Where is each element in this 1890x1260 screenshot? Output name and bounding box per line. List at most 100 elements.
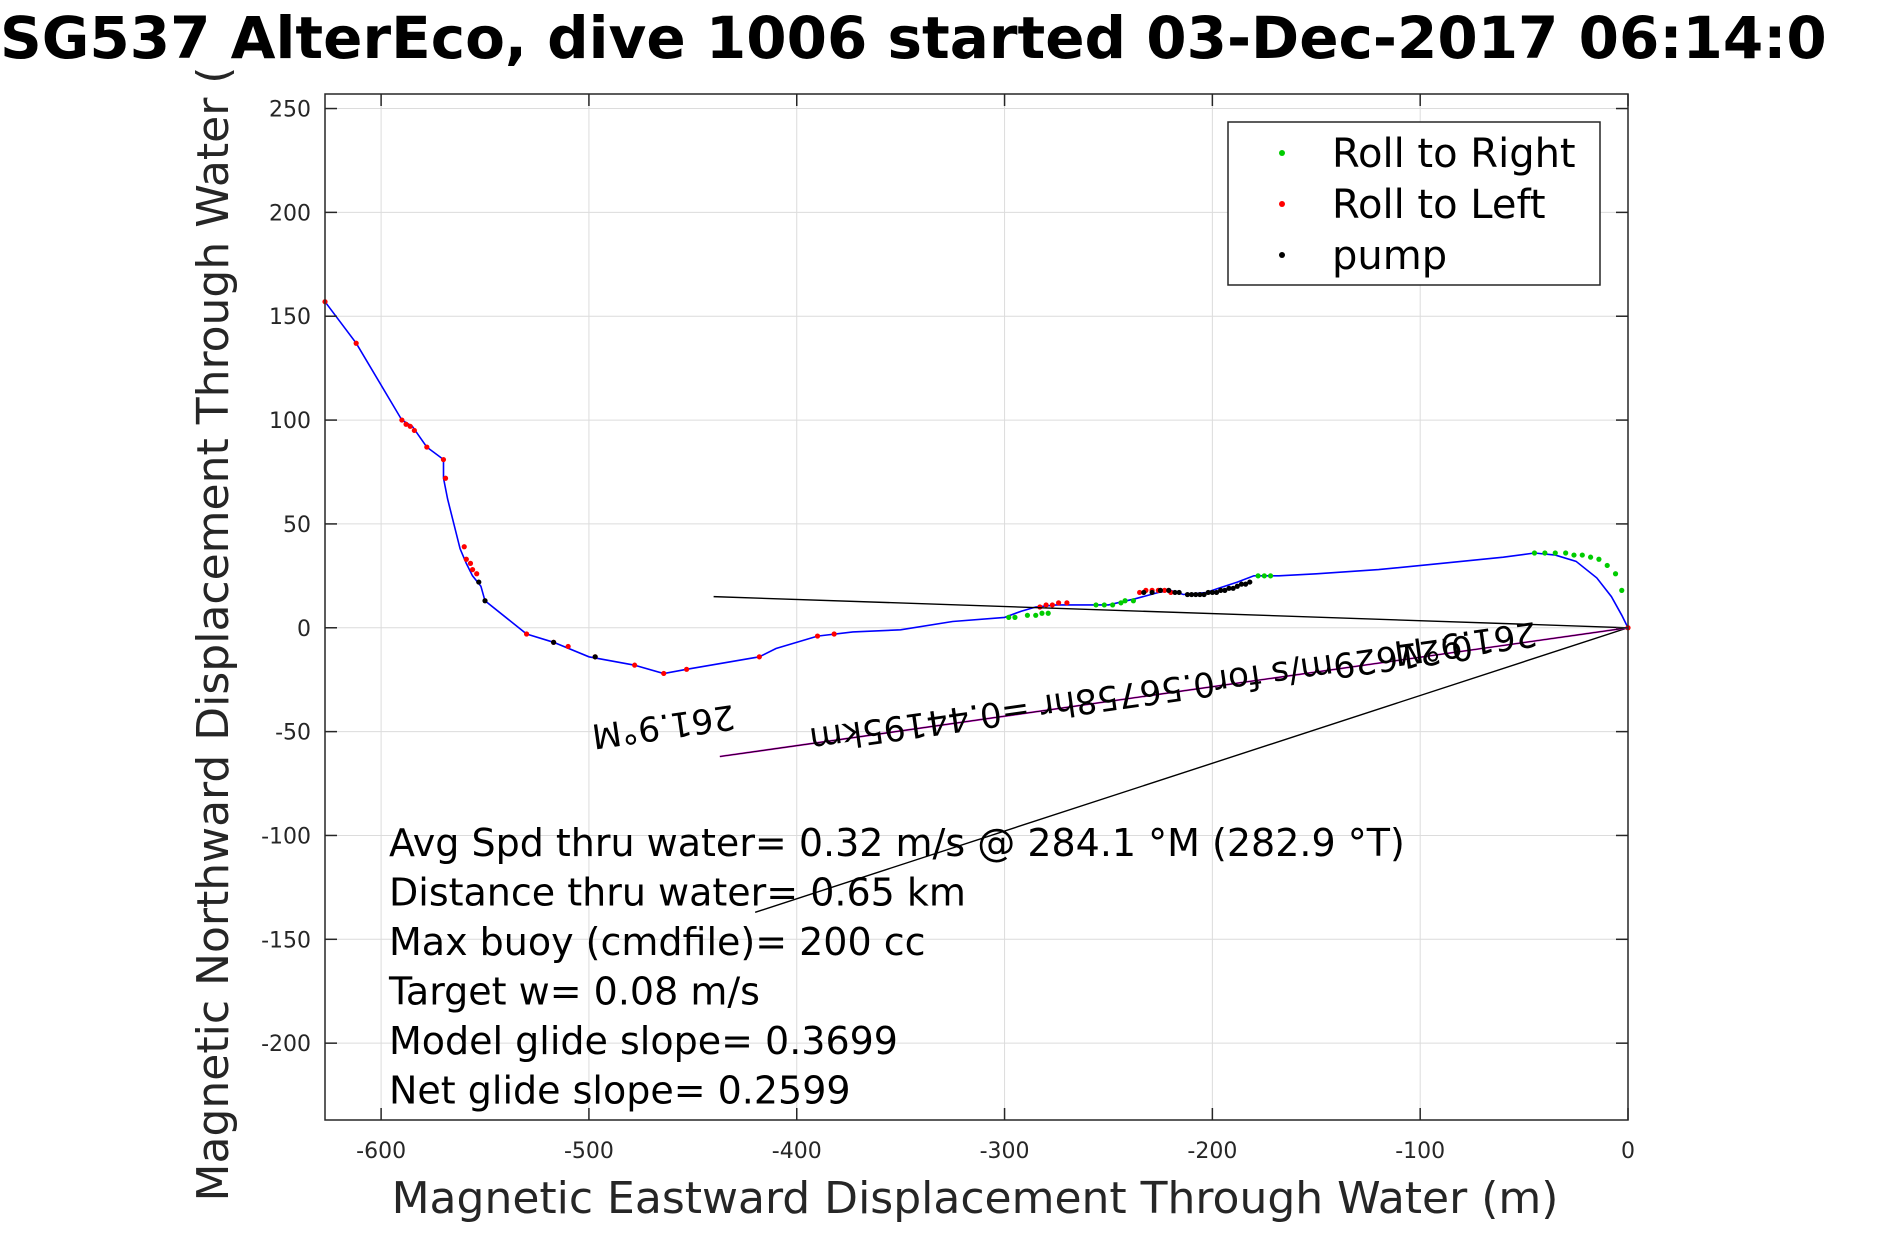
roll-right-point [1024, 612, 1031, 618]
legend-label: Roll to Right [1332, 131, 1576, 177]
pump-point [1188, 591, 1195, 598]
roll-right-point [1571, 552, 1577, 558]
roll-right-point [1130, 598, 1137, 604]
pump-point [1193, 591, 1199, 598]
roll-left-point [469, 567, 476, 573]
roll-left-point [1064, 600, 1070, 606]
roll-right-point [1045, 610, 1051, 616]
roll-right-point [1531, 550, 1538, 556]
y-tick-label: -100 [261, 824, 311, 849]
roll-right-point [1587, 554, 1594, 560]
legend-label: pump [1332, 233, 1447, 279]
roll-left-point [814, 633, 821, 639]
average-heading-line [754, 627, 1629, 913]
x-tick-label: -300 [980, 1139, 1030, 1164]
roll-right-point [1619, 587, 1625, 593]
x-axis-label: Magnetic Eastward Displacement Through W… [392, 1173, 1559, 1224]
pump-point [1166, 587, 1172, 593]
stat-line: Avg Spd thru water= 0.32 m/s @ 284.1 °M … [389, 821, 1405, 865]
roll-right-point [1261, 573, 1267, 579]
track-layer [324, 301, 1629, 675]
legend-box [1227, 121, 1601, 286]
pump-point [1205, 589, 1211, 596]
stat-line: Model glide slope= 0.3699 [389, 1019, 898, 1063]
y-tick-label: 250 [269, 98, 311, 123]
plot-frame [324, 93, 1629, 1121]
axis-ticks: -600 -500 -400 -300 -200 -100 0250200150100500… [261, 94, 1635, 1164]
roll-right-point [1604, 562, 1610, 569]
roll-left-point [442, 475, 449, 481]
roll-right-point [1012, 614, 1018, 620]
legend-label: Roll to Left [1332, 182, 1546, 228]
roll-right-point [1579, 552, 1585, 558]
pump-point [1247, 579, 1253, 585]
roll-left-point [1055, 600, 1062, 606]
flipped-annotations: 261.9°M 0.21629m/s for0.56758hr =0.44195k… [589, 613, 1539, 760]
stats-block: Avg Spd thru water= 0.32 m/s @ 284.1 °M … [388, 821, 1405, 1113]
roll-left-point [632, 662, 638, 668]
roll-right-point [1122, 598, 1128, 604]
pump-point [1176, 589, 1182, 596]
x-tick-label: -400 [772, 1139, 822, 1164]
pump-point [476, 579, 482, 585]
x-tick-label: -500 [564, 1139, 614, 1164]
roll-left-point [523, 631, 530, 637]
y-tick-label: 150 [269, 305, 311, 330]
stat-line: Distance thru water= 0.65 km [389, 871, 966, 915]
roll-left-point [463, 556, 469, 562]
roll-left-point [461, 544, 467, 550]
pump-point [1243, 581, 1249, 587]
pump-point [1226, 585, 1232, 591]
roll-right-point [1255, 573, 1261, 579]
legend: Roll to Right Roll to Left pump [1227, 121, 1601, 286]
heading-line-overlay [719, 627, 1629, 757]
roll-left-point [411, 427, 417, 434]
legend-marker [1279, 150, 1285, 156]
pump-point [1157, 587, 1164, 593]
pump-point [1238, 581, 1245, 587]
roll-left-point [1161, 587, 1168, 593]
roll-right-point [1552, 550, 1558, 556]
roll-left-point [474, 571, 480, 577]
stat-line: Net glide slope= 0.2599 [389, 1069, 851, 1113]
pump-point [1184, 591, 1191, 598]
roll-left-point [831, 631, 837, 637]
pump-point [1218, 587, 1224, 593]
x-tick-label: 0 [1621, 1139, 1635, 1164]
pump-point [1213, 589, 1220, 596]
pump-point [1172, 589, 1178, 596]
pump-point [1149, 589, 1155, 596]
pump-point [1230, 585, 1236, 591]
reference-lines [713, 595, 1629, 913]
roll-left-point [440, 456, 447, 463]
pump-point [592, 654, 598, 660]
roll-right-point [1033, 612, 1039, 618]
roll-left-point [1137, 589, 1143, 596]
roll-left-point [661, 670, 667, 677]
y-tick-label: 200 [269, 201, 311, 226]
pump-point [1201, 591, 1207, 598]
y-tick-label: -50 [275, 721, 311, 746]
x-tick-label: -200 [1187, 1139, 1237, 1164]
glider-track-line [324, 301, 1629, 675]
roll-right-point [1563, 550, 1569, 556]
roll-left-point [424, 444, 430, 450]
roll-left-point [353, 340, 359, 346]
roll-left-point [756, 654, 762, 660]
roll-left-point [565, 643, 571, 650]
heading-annotation: 0.21629m/s for0.56758hr =0.44195km [807, 626, 1475, 760]
pump-point [550, 639, 557, 645]
chart-title: SG537 AlterEco, dive 1006 started 03-Dec… [0, 4, 1827, 72]
roll-right-point [1101, 602, 1107, 608]
roll-right-point [1596, 556, 1602, 562]
y-tick-label: -150 [261, 928, 311, 953]
roll-right-point [1039, 610, 1045, 616]
roll-left-point [1049, 602, 1055, 608]
pump-point [1234, 583, 1240, 589]
roll-right-point [1612, 571, 1619, 577]
x-tick-label: -600 [356, 1139, 406, 1164]
roll-left-point [467, 560, 474, 566]
pump-point [1209, 589, 1215, 596]
heading-annotation: 261.9°M [589, 696, 737, 756]
